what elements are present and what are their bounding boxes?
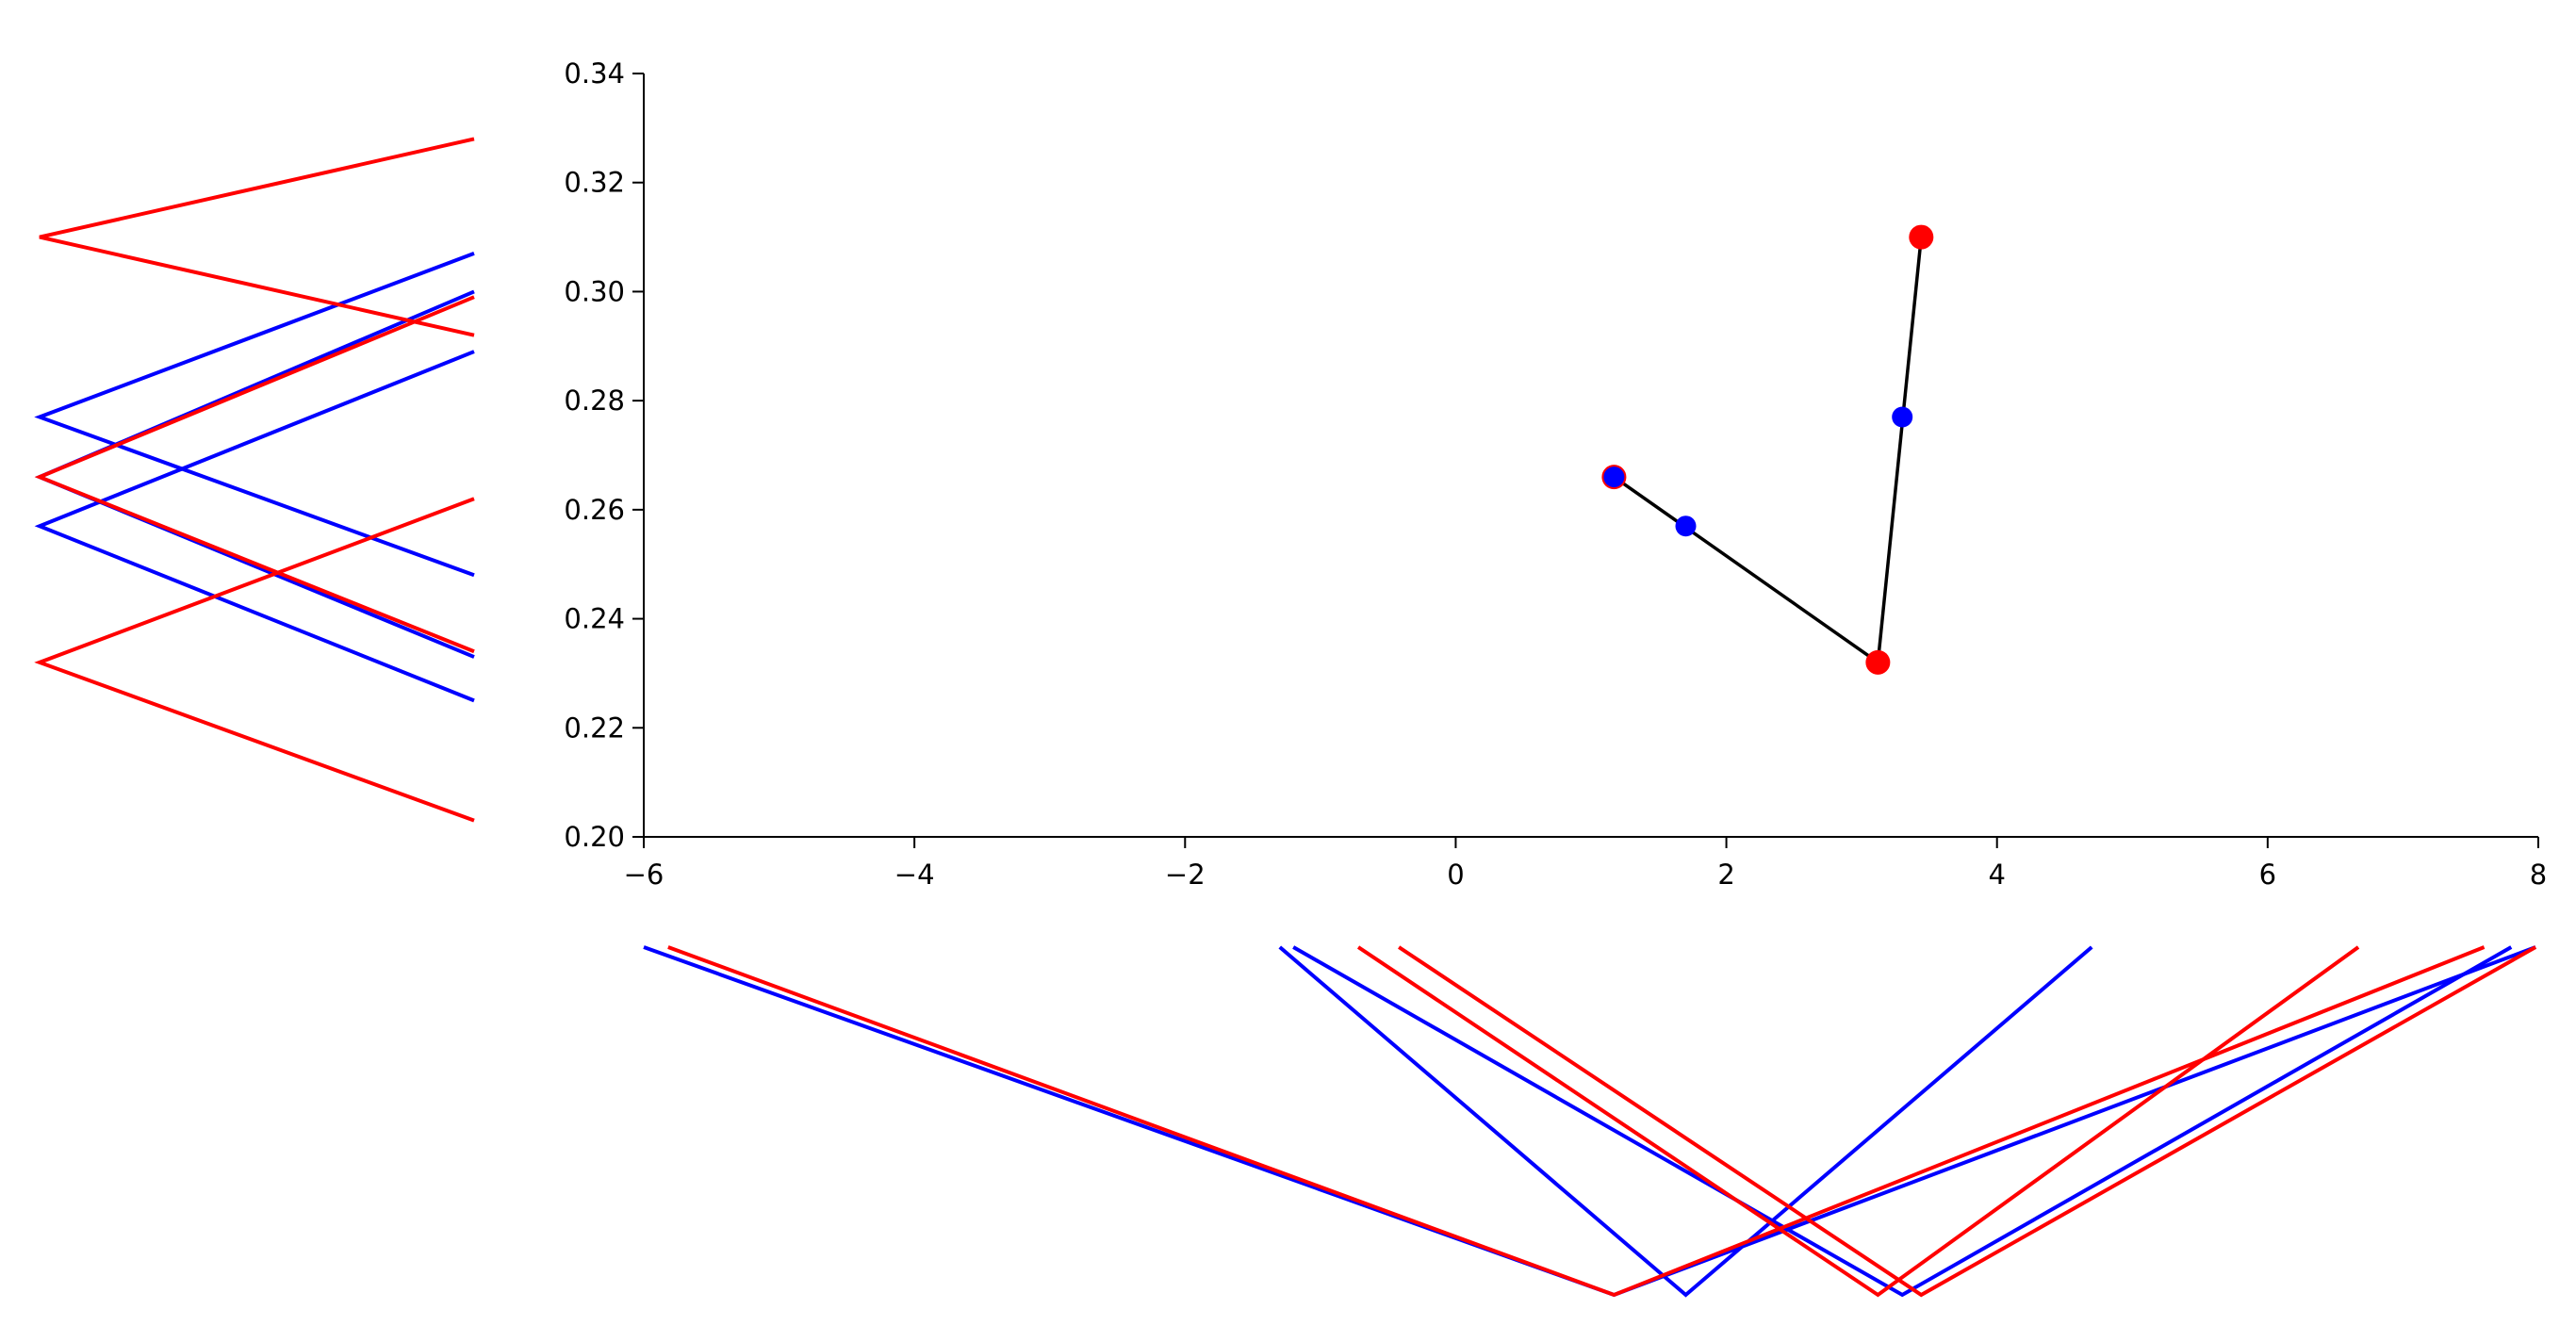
bottom-blue-v xyxy=(1278,945,2093,1298)
x-tick-label: −2 xyxy=(1165,859,1206,891)
x-tick-label: 2 xyxy=(1717,859,1734,891)
y-tick-label: 0.28 xyxy=(564,385,625,417)
blue-point xyxy=(1892,406,1913,428)
red-point xyxy=(1909,224,1934,250)
left-red-fan xyxy=(34,497,475,823)
x-tick-label: 0 xyxy=(1447,859,1464,891)
blue-point xyxy=(1603,466,1625,488)
bottom-blue-v xyxy=(1292,945,2513,1298)
y-tick-label: 0.22 xyxy=(564,712,625,744)
x-tick-label: 4 xyxy=(1988,859,2005,891)
x-tick-label: 8 xyxy=(2530,859,2547,891)
bottom-marginal-panel xyxy=(643,945,2537,1298)
plot-area xyxy=(1601,224,1934,675)
left-blue-fan xyxy=(34,289,475,659)
axes: −6 −4 −2 0 2 4 6 8 0.20 0.22 0.24 0.26 0.28 0.30 0.32 0… xyxy=(564,57,2547,891)
x-tick-label: −6 xyxy=(624,859,665,891)
path-line xyxy=(1613,237,1924,666)
x-tick-label: −4 xyxy=(894,859,935,891)
bottom-blue-v xyxy=(643,945,2536,1298)
red-point xyxy=(1865,649,1891,675)
x-tick-label: 6 xyxy=(2259,859,2276,891)
y-tick-label: 0.20 xyxy=(564,821,625,853)
bottom-red-v xyxy=(1356,945,2360,1298)
left-marginal-panel xyxy=(34,137,475,823)
left-blue-fan xyxy=(34,252,475,578)
left-blue-fan xyxy=(34,350,475,703)
y-tick-label: 0.30 xyxy=(564,275,625,307)
blue-point xyxy=(1675,516,1697,537)
y-tick-label: 0.24 xyxy=(564,603,625,635)
left-red-fan xyxy=(34,295,475,654)
y-tick-label: 0.34 xyxy=(564,57,625,90)
y-tick-label: 0.32 xyxy=(564,167,625,199)
y-tick-label: 0.26 xyxy=(564,494,625,526)
bottom-red-v xyxy=(667,945,2486,1298)
left-red-fan xyxy=(39,137,475,337)
bottom-red-v xyxy=(1398,945,2537,1298)
